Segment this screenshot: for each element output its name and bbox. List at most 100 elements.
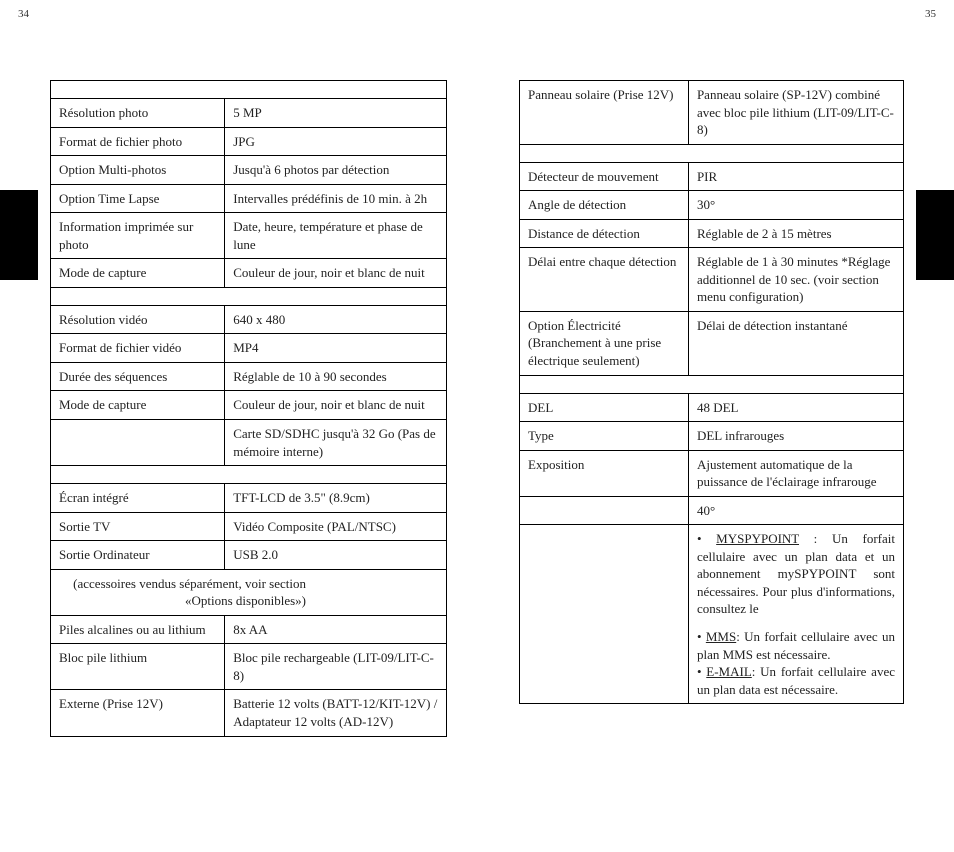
cell-value: Batterie 12 volts (BATT-12/KIT-12V) / Ad… (225, 690, 447, 736)
bullet-item: • MMS: Un forfait cellulaire avec un pla… (697, 628, 895, 663)
cell-label: Information imprimée sur photo (51, 213, 225, 259)
table-row: Sortie TVVidéo Composite (PAL/NTSC) (51, 512, 447, 541)
cell-value: DEL infrarouges (688, 422, 903, 451)
cell-label: Bloc pile lithium (51, 644, 225, 690)
cell-label: Détecteur de mouvement (520, 162, 689, 191)
cell-value: Panneau solaire (SP-12V) combiné avec bl… (688, 81, 903, 145)
table-row: Sortie OrdinateurUSB 2.0 (51, 541, 447, 570)
cell-label: Délai entre chaque détection (520, 248, 689, 312)
table-row: Durée des séquencesRéglable de 10 à 90 s… (51, 362, 447, 391)
right-page: 35 Panneau solaire (Prise 12V)Panneau so… (477, 0, 954, 852)
table-row: Panneau solaire (Prise 12V)Panneau solai… (520, 81, 904, 145)
table-row: Format de fichier vidéoMP4 (51, 334, 447, 363)
cell-label: Format de fichier photo (51, 127, 225, 156)
table-row (51, 466, 447, 484)
cell-value: Couleur de jour, noir et blanc de nuit (225, 391, 447, 420)
right-table-wrapper: Panneau solaire (Prise 12V)Panneau solai… (519, 80, 904, 704)
table-row (520, 375, 904, 393)
page-container: 34 Résolution photo5 MPFormat de fichier… (0, 0, 954, 852)
cell-value: Carte SD/SDHC jusqu'à 32 Go (Pas de mémo… (225, 420, 447, 466)
table-row (51, 287, 447, 305)
cell-label: Type (520, 422, 689, 451)
cell-label: Panneau solaire (Prise 12V) (520, 81, 689, 145)
cell-label: Option Time Lapse (51, 184, 225, 213)
cell-value: Date, heure, température et phase de lun… (225, 213, 447, 259)
table-row: Distance de détectionRéglable de 2 à 15 … (520, 219, 904, 248)
table-row: Option Électricité (Branchement à une pr… (520, 311, 904, 375)
cell-label (51, 420, 225, 466)
table-row: Externe (Prise 12V)Batterie 12 volts (BA… (51, 690, 447, 736)
table-row: Format de fichier photoJPG (51, 127, 447, 156)
empty-cell (520, 144, 904, 162)
cell-value: 48 DEL (688, 393, 903, 422)
empty-cell (51, 81, 447, 99)
cell-value: Réglable de 10 à 90 secondes (225, 362, 447, 391)
cell-label (520, 496, 689, 525)
cell-label: Exposition (520, 450, 689, 496)
table-row: Délai entre chaque détectionRéglable de … (520, 248, 904, 312)
cell-label: Mode de capture (51, 391, 225, 420)
cell-value: 8x AA (225, 615, 447, 644)
cell-label: Option Électricité (Branchement à une pr… (520, 311, 689, 375)
specs-table-right: Panneau solaire (Prise 12V)Panneau solai… (519, 80, 904, 704)
bullet-term: MMS (706, 629, 736, 644)
cell-label: Angle de détection (520, 191, 689, 220)
cell-label: Sortie Ordinateur (51, 541, 225, 570)
page-number-left: 34 (18, 8, 29, 20)
cell-label: Durée des séquences (51, 362, 225, 391)
cell-value: 640 x 480 (225, 305, 447, 334)
page-number-right: 35 (925, 8, 936, 20)
table-row: Information imprimée sur photoDate, heur… (51, 213, 447, 259)
cell-value: 40° (688, 496, 903, 525)
table-row: • MYSPYPOINT : Un forfait cellulaire ave… (520, 525, 904, 704)
table-row: Carte SD/SDHC jusqu'à 32 Go (Pas de mémo… (51, 420, 447, 466)
cell-value: • MYSPYPOINT : Un forfait cellulaire ave… (688, 525, 903, 704)
cell-label: Résolution photo (51, 99, 225, 128)
cell-label: Écran intégré (51, 484, 225, 513)
cell-value: Jusqu'à 6 photos par détection (225, 156, 447, 185)
table-row: Résolution vidéo640 x 480 (51, 305, 447, 334)
cell-value: USB 2.0 (225, 541, 447, 570)
table-row: Bloc pile lithiumBloc pile rechargeable … (51, 644, 447, 690)
cell-value: Réglable de 2 à 15 mètres (688, 219, 903, 248)
cell-label: Option Multi-photos (51, 156, 225, 185)
table-row (520, 144, 904, 162)
cell-label: DEL (520, 393, 689, 422)
bullet-item: • MYSPYPOINT : Un forfait cellulaire ave… (697, 530, 895, 618)
cell-label: Sortie TV (51, 512, 225, 541)
cell-value: Intervalles prédéfinis de 10 min. à 2h (225, 184, 447, 213)
cell-value: MP4 (225, 334, 447, 363)
empty-cell (51, 466, 447, 484)
cell-label (520, 525, 689, 704)
cell-value: Délai de détection instantané (688, 311, 903, 375)
table-row: Détecteur de mouvementPIR (520, 162, 904, 191)
cell-value: Vidéo Composite (PAL/NTSC) (225, 512, 447, 541)
empty-cell (51, 287, 447, 305)
cell-value: 5 MP (225, 99, 447, 128)
bullet-term: E-MAIL (706, 664, 752, 679)
specs-table-left: Résolution photo5 MPFormat de fichier ph… (50, 80, 447, 737)
cell-value: Ajustement automatique de la puissance d… (688, 450, 903, 496)
cell-label: Résolution vidéo (51, 305, 225, 334)
table-row (51, 81, 447, 99)
table-row: Piles alcalines ou au lithium8x AA (51, 615, 447, 644)
table-row: Résolution photo5 MP (51, 99, 447, 128)
cell-label: Distance de détection (520, 219, 689, 248)
cell-value: Réglable de 1 à 30 minutes *Réglage addi… (688, 248, 903, 312)
table-row: Option Multi-photosJusqu'à 6 photos par … (51, 156, 447, 185)
cell-label: Externe (Prise 12V) (51, 690, 225, 736)
left-page: 34 Résolution photo5 MPFormat de fichier… (0, 0, 477, 852)
bullet-item: • E-MAIL: Un forfait cellulaire avec un … (697, 663, 895, 698)
table-row: (accessoires vendus séparément, voir sec… (51, 569, 447, 615)
cell-value: JPG (225, 127, 447, 156)
cell-label: Piles alcalines ou au lithium (51, 615, 225, 644)
table-row: Mode de captureCouleur de jour, noir et … (51, 391, 447, 420)
left-table-wrapper: Résolution photo5 MPFormat de fichier ph… (50, 80, 447, 737)
cell-value: 30° (688, 191, 903, 220)
cell-label: Mode de capture (51, 259, 225, 288)
table-row: ExpositionAjustement automatique de la p… (520, 450, 904, 496)
empty-cell (520, 375, 904, 393)
bullet-term: MYSPYPOINT (716, 531, 799, 546)
table-row: Angle de détection30° (520, 191, 904, 220)
table-row: Écran intégréTFT-LCD de 3.5" (8.9cm) (51, 484, 447, 513)
